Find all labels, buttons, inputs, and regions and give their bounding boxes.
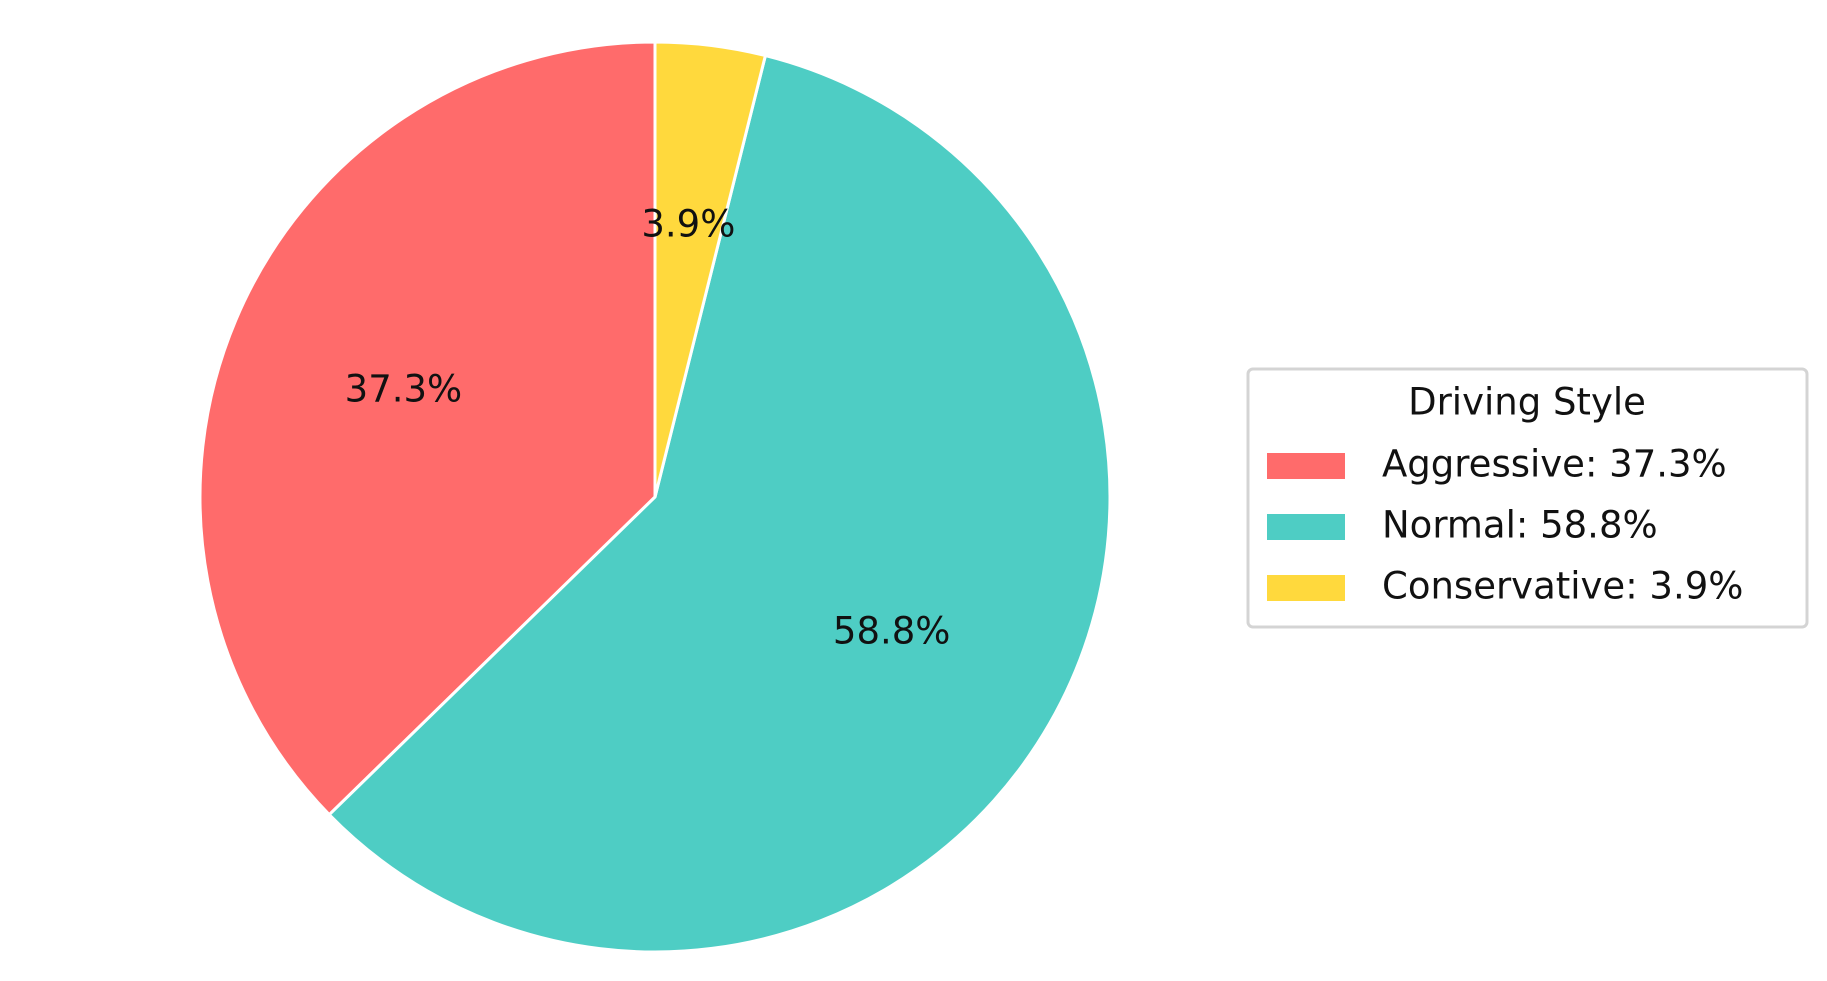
- legend-title: Driving Style: [1408, 381, 1646, 424]
- legend-swatch: [1267, 514, 1345, 540]
- legend-label: Normal: 58.8%: [1382, 504, 1658, 547]
- legend-swatch: [1267, 575, 1345, 601]
- legend-swatch: [1267, 453, 1345, 479]
- slice-label: 37.3%: [345, 367, 463, 410]
- slice-label: 58.8%: [833, 610, 951, 653]
- legend-label: Conservative: 3.9%: [1382, 565, 1743, 608]
- slice-label: 3.9%: [641, 203, 735, 246]
- legend-label: Aggressive: 37.3%: [1382, 443, 1727, 486]
- pie-slice: [653, 40, 767, 499]
- pie-slice: [198, 40, 657, 817]
- legend-box: [1246, 367, 1809, 629]
- pie-slice: [327, 54, 1112, 954]
